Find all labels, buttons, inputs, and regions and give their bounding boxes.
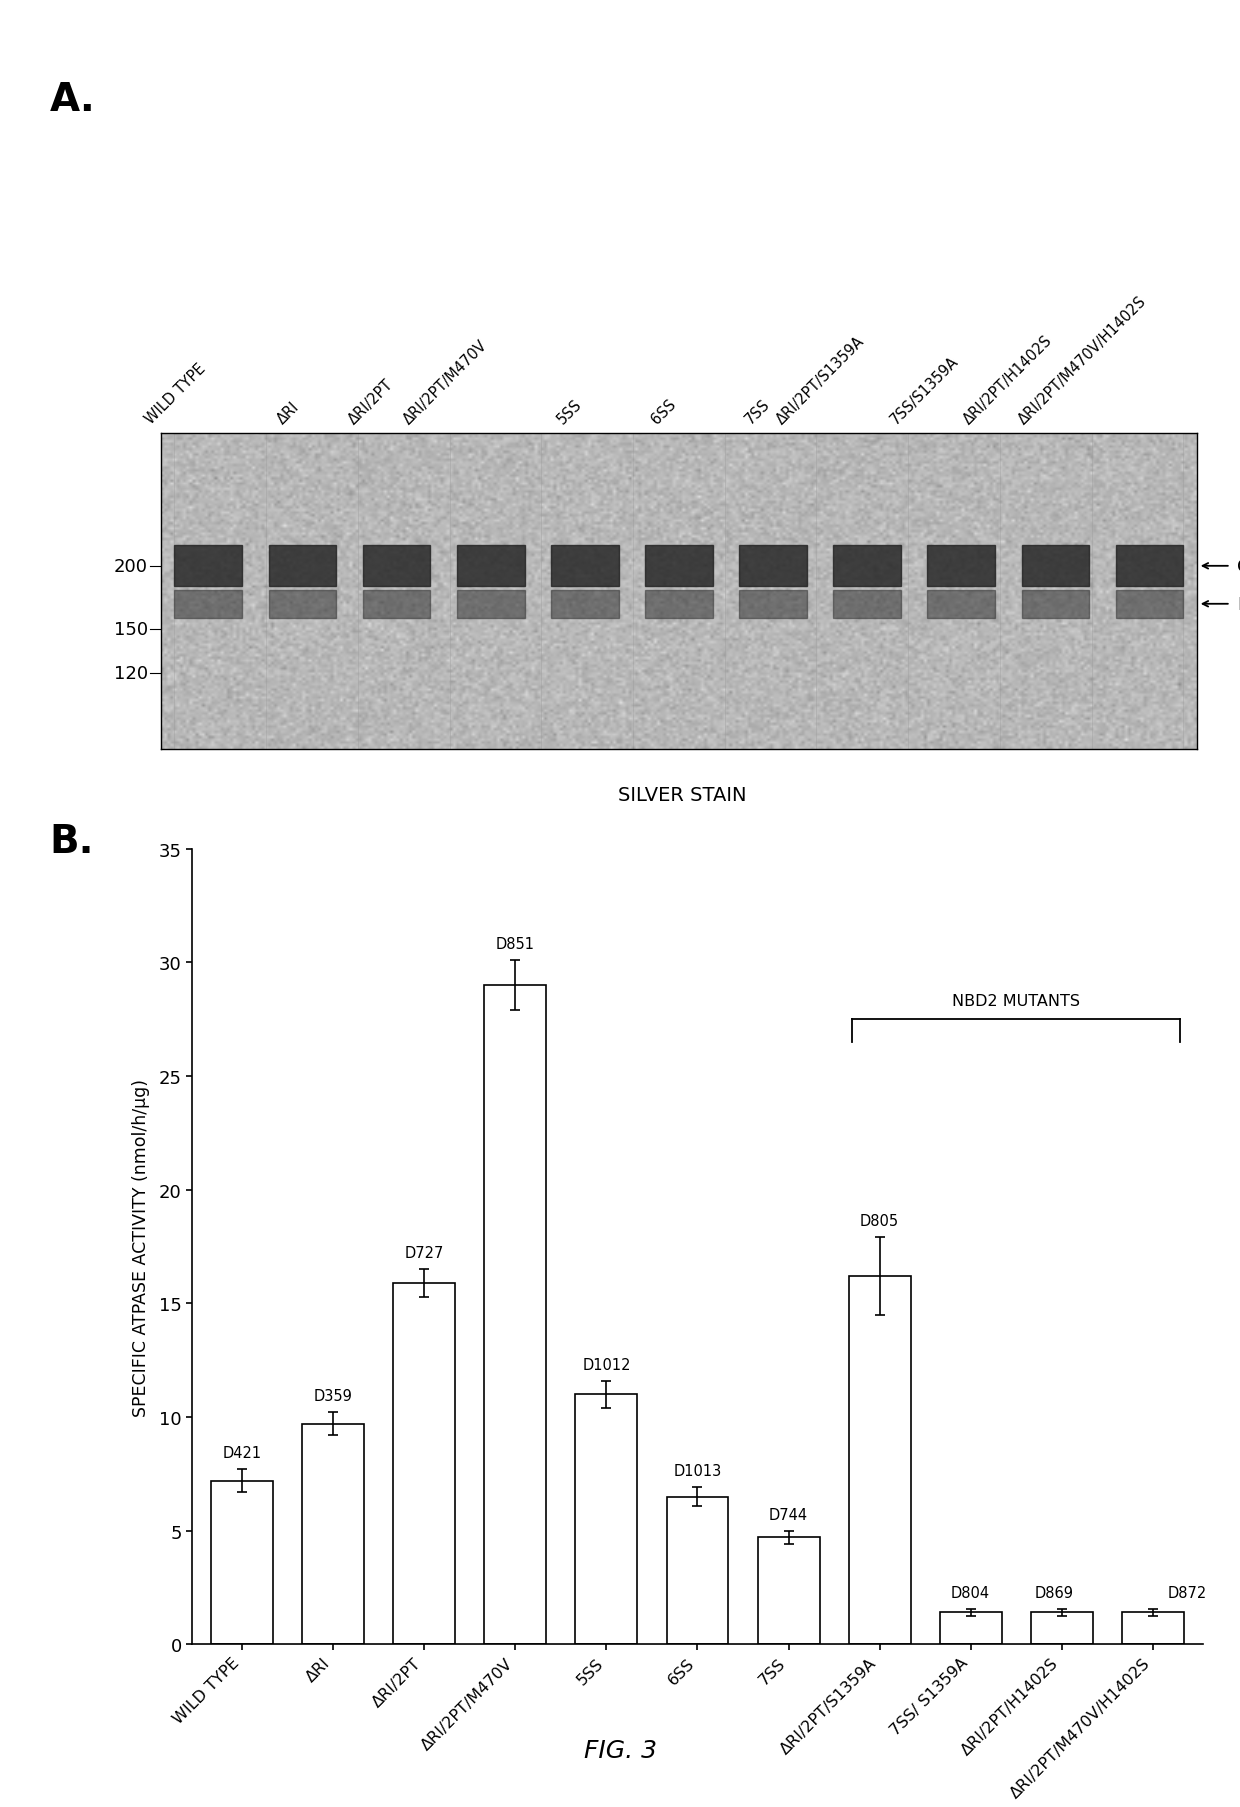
Text: WILD TYPE: WILD TYPE — [143, 361, 208, 426]
Bar — [739, 546, 807, 587]
Bar — [739, 591, 807, 618]
Bar — [1022, 546, 1089, 587]
Text: B.: B. — [50, 822, 94, 860]
Bar — [667, 1496, 728, 1644]
Text: D727: D727 — [404, 1245, 444, 1261]
Text: C: C — [1236, 558, 1240, 575]
Bar — [175, 591, 242, 618]
Bar — [456, 546, 525, 587]
Bar — [1022, 591, 1089, 618]
Text: D421: D421 — [223, 1446, 262, 1460]
Bar — [211, 1480, 273, 1644]
Text: A.: A. — [50, 81, 95, 119]
Bar — [393, 1283, 455, 1644]
Text: D359: D359 — [314, 1388, 352, 1404]
Text: FIG. 3: FIG. 3 — [584, 1738, 656, 1762]
Bar — [362, 546, 430, 587]
Text: ΔRI/2PT/M470V/H1402S: ΔRI/2PT/M470V/H1402S — [1016, 293, 1149, 426]
Bar — [758, 1538, 820, 1644]
Bar — [303, 1424, 365, 1644]
Bar — [485, 985, 547, 1644]
Text: ΔRI/2PT/S1359A: ΔRI/2PT/S1359A — [774, 332, 867, 426]
Text: ΔRI/2PT/M470V: ΔRI/2PT/M470V — [401, 338, 491, 426]
Text: D851: D851 — [496, 936, 534, 952]
Bar — [551, 591, 619, 618]
Text: ΔRI/2PT: ΔRI/2PT — [346, 376, 397, 426]
Text: 7SS: 7SS — [743, 396, 773, 426]
Text: ΔRI/2PT/H1402S: ΔRI/2PT/H1402S — [961, 332, 1055, 426]
Bar — [928, 546, 996, 587]
Text: D805: D805 — [861, 1214, 899, 1229]
Bar — [362, 591, 430, 618]
Bar — [175, 546, 242, 587]
Text: SILVER STAIN: SILVER STAIN — [618, 786, 746, 806]
Text: D1012: D1012 — [583, 1357, 631, 1372]
Bar — [833, 591, 901, 618]
Bar — [1116, 591, 1183, 618]
Bar — [940, 1612, 1002, 1644]
Text: D1013: D1013 — [673, 1464, 722, 1478]
Bar — [1030, 1612, 1092, 1644]
Bar — [848, 1276, 910, 1644]
Text: 150: 150 — [114, 622, 148, 638]
Text: D872: D872 — [1168, 1585, 1207, 1599]
Text: 7SS/S1359A: 7SS/S1359A — [888, 354, 961, 426]
Text: D804: D804 — [951, 1585, 991, 1599]
Bar — [1122, 1612, 1184, 1644]
Bar — [456, 591, 525, 618]
Bar — [928, 591, 996, 618]
Text: 200: 200 — [114, 558, 148, 575]
Bar — [833, 546, 901, 587]
Bar — [1116, 546, 1183, 587]
Bar — [645, 591, 713, 618]
Text: D869: D869 — [1035, 1585, 1074, 1599]
Bar — [575, 1395, 637, 1644]
Text: 6SS: 6SS — [649, 396, 680, 426]
Bar — [269, 546, 336, 587]
Text: ΔRI: ΔRI — [274, 399, 303, 426]
Bar — [269, 591, 336, 618]
Bar — [551, 546, 619, 587]
Bar — [645, 546, 713, 587]
Text: 120: 120 — [114, 665, 148, 683]
Text: 5SS: 5SS — [554, 396, 585, 426]
Text: NBD2 MUTANTS: NBD2 MUTANTS — [952, 994, 1080, 1008]
Text: D744: D744 — [769, 1507, 808, 1521]
Text: B: B — [1236, 596, 1240, 613]
Y-axis label: SPECIFIC ATPASE ACTIVITY (nmol/h/μg): SPECIFIC ATPASE ACTIVITY (nmol/h/μg) — [133, 1079, 150, 1415]
